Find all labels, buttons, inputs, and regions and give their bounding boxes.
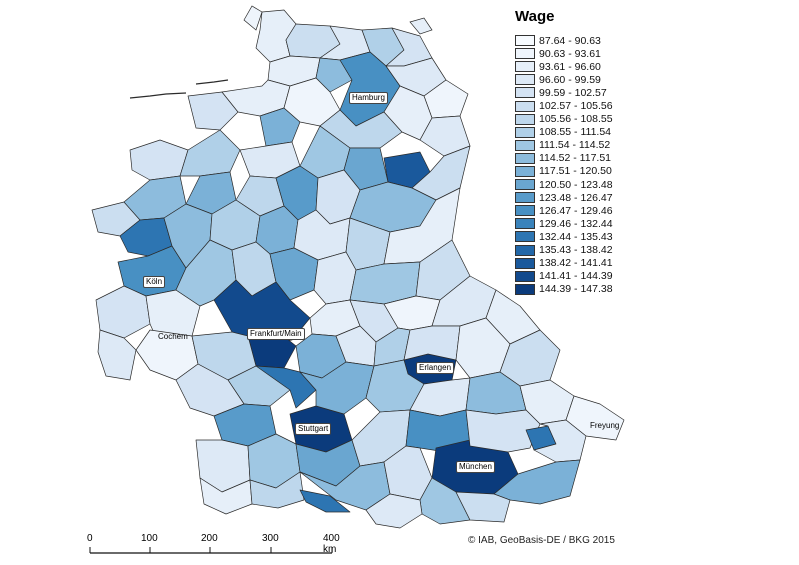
legend-label: 102.57 - 105.56 bbox=[539, 100, 613, 113]
legend-label: 87.64 - 90.63 bbox=[539, 34, 601, 47]
legend: Wage 87.64 - 90.63 90.63 - 93.61 93.61 - 9… bbox=[515, 8, 613, 296]
legend-item: 90.63 - 93.61 bbox=[515, 47, 613, 60]
city-label-erlangen: Erlangen bbox=[416, 362, 455, 374]
scale-tick-300: 300 bbox=[262, 533, 279, 544]
city-label-cochem: Cochem bbox=[158, 332, 188, 341]
legend-swatch bbox=[515, 179, 535, 191]
legend-label: 111.54 - 114.52 bbox=[539, 139, 611, 152]
legend-swatch bbox=[515, 152, 535, 164]
legend-swatch bbox=[515, 165, 535, 177]
legend-swatch bbox=[515, 257, 535, 269]
map-region bbox=[313, 251, 357, 305]
legend-item: 135.43 - 138.42 bbox=[515, 244, 613, 257]
map-region bbox=[129, 139, 189, 181]
legend-item: 138.42 - 141.41 bbox=[515, 257, 613, 270]
legend-label: 105.56 - 108.55 bbox=[539, 113, 613, 126]
scale-tick-100: 100 bbox=[141, 533, 158, 544]
legend-swatch bbox=[515, 74, 535, 86]
legend-label: 138.42 - 141.41 bbox=[539, 257, 613, 270]
coastline-islands bbox=[129, 5, 433, 99]
scale-tick-200: 200 bbox=[201, 533, 218, 544]
region-layer bbox=[91, 9, 625, 529]
map-region bbox=[259, 107, 301, 147]
legend-item: 126.47 - 129.46 bbox=[515, 204, 613, 217]
frisian-islands bbox=[129, 92, 187, 99]
legend-swatch bbox=[515, 205, 535, 217]
frisian-islands bbox=[195, 79, 229, 85]
city-label-frankfurt: Frankfurt/Main bbox=[247, 328, 305, 340]
map-region bbox=[179, 129, 241, 177]
legend-item: 123.48 - 126.47 bbox=[515, 191, 613, 204]
legend-item: 99.59 - 102.57 bbox=[515, 86, 613, 99]
attribution: © IAB, GeoBasis-DE / BKG 2015 bbox=[468, 535, 615, 546]
legend-label: 96.60 - 99.59 bbox=[539, 73, 601, 86]
legend-item: 144.39 - 147.38 bbox=[515, 283, 613, 296]
legend-swatch bbox=[515, 126, 535, 138]
legend-swatch bbox=[515, 218, 535, 230]
city-label-koln: Köln bbox=[143, 276, 166, 288]
legend-swatch bbox=[515, 100, 535, 112]
legend-item: 102.57 - 105.56 bbox=[515, 99, 613, 112]
legend-swatch bbox=[515, 139, 535, 151]
map-region bbox=[249, 471, 305, 509]
legend-item: 105.56 - 108.55 bbox=[515, 113, 613, 126]
map-region bbox=[403, 325, 461, 361]
legend-item: 114.52 - 117.51 bbox=[515, 152, 613, 165]
city-label-hamburg: Hamburg bbox=[349, 92, 388, 104]
city-label-munchen: München bbox=[456, 461, 495, 473]
legend-label: 135.43 - 138.42 bbox=[539, 244, 613, 257]
legend-label: 144.39 - 147.38 bbox=[539, 283, 613, 296]
legend-swatch bbox=[515, 231, 535, 243]
legend-item: 129.46 - 132.44 bbox=[515, 217, 613, 230]
legend-item: 132.44 - 135.43 bbox=[515, 230, 613, 243]
city-label-stuttgart: Stuttgart bbox=[295, 423, 332, 435]
legend-item: 96.60 - 99.59 bbox=[515, 73, 613, 86]
legend-label: 99.59 - 102.57 bbox=[539, 86, 607, 99]
scale-bar-line bbox=[89, 547, 333, 554]
legend-label: 93.61 - 96.60 bbox=[539, 60, 601, 73]
legend-swatch bbox=[515, 48, 535, 60]
legend-swatch bbox=[515, 61, 535, 73]
legend-item: 87.64 - 90.63 bbox=[515, 34, 613, 47]
island bbox=[409, 17, 433, 35]
island bbox=[243, 5, 263, 31]
legend-swatch bbox=[515, 35, 535, 47]
legend-rows: 87.64 - 90.63 90.63 - 93.61 93.61 - 96.60 9… bbox=[515, 34, 613, 296]
legend-label: 120.50 - 123.48 bbox=[539, 178, 613, 191]
legend-item: 120.50 - 123.48 bbox=[515, 178, 613, 191]
legend-label: 123.48 - 126.47 bbox=[539, 191, 613, 204]
city-label-freyung: Freyung bbox=[590, 421, 620, 430]
legend-title: Wage bbox=[515, 8, 555, 25]
map-region bbox=[97, 329, 137, 381]
legend-swatch bbox=[515, 113, 535, 125]
legend-label: 129.46 - 132.44 bbox=[539, 217, 613, 230]
legend-item: 117.51 - 120.50 bbox=[515, 165, 613, 178]
legend-item: 111.54 - 114.52 bbox=[515, 139, 613, 152]
legend-label: 90.63 - 93.61 bbox=[539, 47, 601, 60]
legend-label: 132.44 - 135.43 bbox=[539, 230, 613, 243]
map-region bbox=[299, 489, 351, 513]
legend-item: 93.61 - 96.60 bbox=[515, 60, 613, 73]
map-region bbox=[95, 285, 151, 339]
legend-item: 141.41 - 144.39 bbox=[515, 270, 613, 283]
legend-label: 141.41 - 144.39 bbox=[539, 270, 613, 283]
legend-swatch bbox=[515, 192, 535, 204]
legend-label: 114.52 - 117.51 bbox=[539, 152, 612, 165]
legend-swatch bbox=[515, 270, 535, 282]
scale-tick-400: 400 km bbox=[323, 533, 340, 555]
map-region bbox=[187, 91, 239, 131]
legend-label: 117.51 - 120.50 bbox=[539, 165, 612, 178]
legend-swatch bbox=[515, 244, 535, 256]
scale-tick-0: 0 bbox=[87, 533, 93, 544]
map-region bbox=[455, 491, 511, 523]
legend-label: 108.55 - 111.54 bbox=[539, 126, 612, 139]
legend-label: 126.47 - 129.46 bbox=[539, 204, 613, 217]
legend-swatch bbox=[515, 283, 535, 295]
map-region bbox=[365, 493, 423, 529]
legend-item: 108.55 - 111.54 bbox=[515, 126, 613, 139]
legend-swatch bbox=[515, 87, 535, 99]
map-region bbox=[315, 57, 353, 93]
